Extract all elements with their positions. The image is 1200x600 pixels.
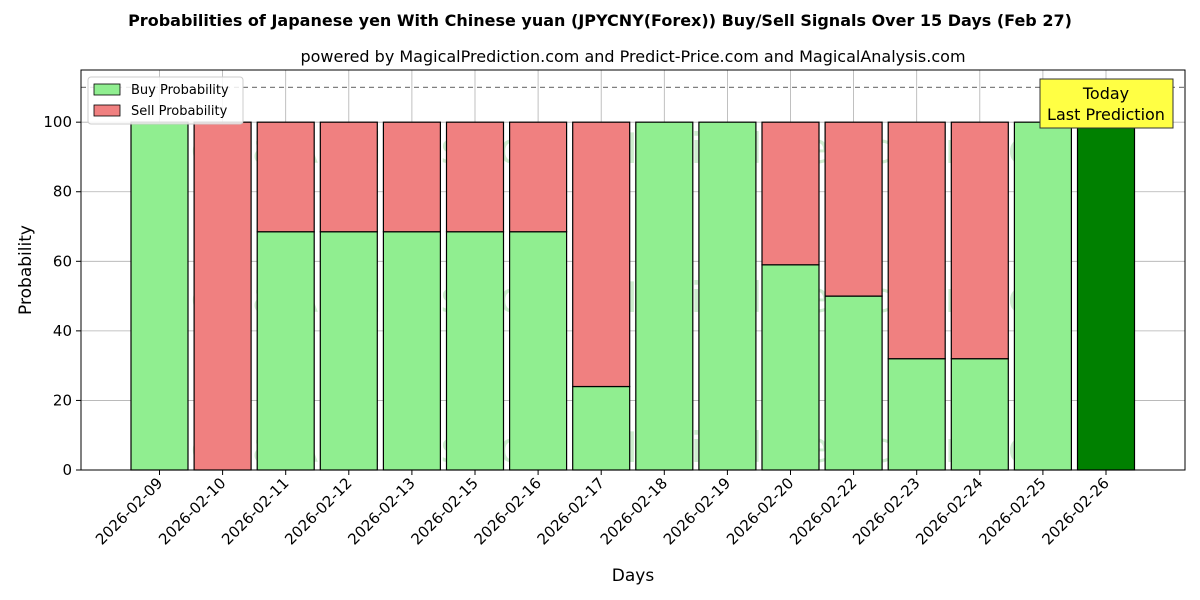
bar-buy (1013, 121, 1073, 471)
bar-sell (572, 121, 631, 388)
bar-buy (950, 358, 1009, 471)
bar-sell (950, 121, 1009, 360)
x-tick-label: 2026-02-10 (155, 474, 229, 548)
annotation-line-2: Last Prediction (1047, 105, 1165, 124)
bar-buy (1076, 121, 1136, 471)
bar-sell (761, 121, 820, 266)
x-tick-label: 2026-02-18 (597, 474, 671, 548)
x-tick-label: 2026-02-13 (344, 474, 418, 548)
chart-subtitle: powered by MagicalPrediction.com and Pre… (300, 47, 965, 66)
x-tick-label: 2026-02-11 (218, 474, 292, 548)
bar-buy (509, 231, 568, 471)
x-tick-label: 2026-02-12 (281, 474, 355, 548)
x-tick-label: 2026-02-20 (723, 474, 797, 548)
bar-buy (130, 121, 189, 471)
x-axis-ticks: 2026-02-092026-02-102026-02-112026-02-12… (92, 470, 1113, 548)
today-annotation: Today Last Prediction (1039, 78, 1174, 129)
bar-buy (887, 358, 946, 471)
legend-swatch-sell (93, 104, 121, 117)
legend: Buy Probability Sell Probability (87, 76, 244, 125)
x-tick-label: 2026-02-19 (660, 474, 734, 548)
x-tick-label: 2026-02-22 (786, 474, 860, 548)
bar-buy (824, 295, 883, 471)
chart-title: Probabilities of Japanese yen With Chine… (128, 11, 1072, 30)
x-tick-label: 2026-02-25 (975, 474, 1049, 548)
y-tick-label: 80 (53, 183, 72, 201)
y-axis-label: Probability (16, 225, 36, 315)
bar-sell (319, 121, 378, 233)
y-tick-label: 100 (43, 113, 72, 131)
x-tick-label: 2026-02-09 (92, 474, 166, 548)
bar-sell (193, 121, 252, 471)
bar-sell (887, 121, 946, 360)
bar-buy (572, 385, 631, 471)
bar-sell (824, 121, 883, 297)
x-tick-label: 2026-02-15 (407, 474, 481, 548)
annotation-line-1: Today (1082, 84, 1129, 103)
x-tick-label: 2026-02-16 (471, 474, 545, 548)
bar-sell (382, 121, 441, 233)
x-tick-label: 2026-02-24 (912, 474, 986, 548)
y-tick-label: 0 (62, 461, 72, 479)
legend-label-buy: Buy Probability (131, 83, 229, 98)
bar-buy (698, 121, 757, 471)
annotation-box (1039, 78, 1174, 129)
x-tick-label: 2026-02-23 (849, 474, 923, 548)
legend-swatch-buy (93, 83, 121, 96)
bar-sell (445, 121, 505, 233)
x-tick-label: 2026-02-26 (1038, 474, 1112, 548)
y-tick-label: 20 (53, 391, 72, 409)
y-axis-ticks: 0 20 40 60 80 100 (43, 113, 81, 479)
x-axis-label: Days (612, 566, 655, 586)
bar-buy (445, 231, 505, 471)
x-tick-label: 2026-02-17 (534, 474, 608, 548)
bar-buy (635, 121, 694, 471)
bar-sell (509, 121, 568, 233)
legend-label-sell: Sell Probability (131, 104, 228, 119)
bar-buy (256, 231, 315, 471)
bar-buy (319, 231, 378, 471)
bar-buy (761, 264, 820, 471)
bar-sell (256, 121, 315, 233)
legend-frame (87, 76, 244, 125)
plot-frame (80, 69, 1186, 471)
y-tick-label: 60 (53, 252, 72, 270)
bars (130, 121, 1136, 471)
y-tick-label: 40 (53, 322, 72, 340)
bar-buy (382, 231, 441, 471)
